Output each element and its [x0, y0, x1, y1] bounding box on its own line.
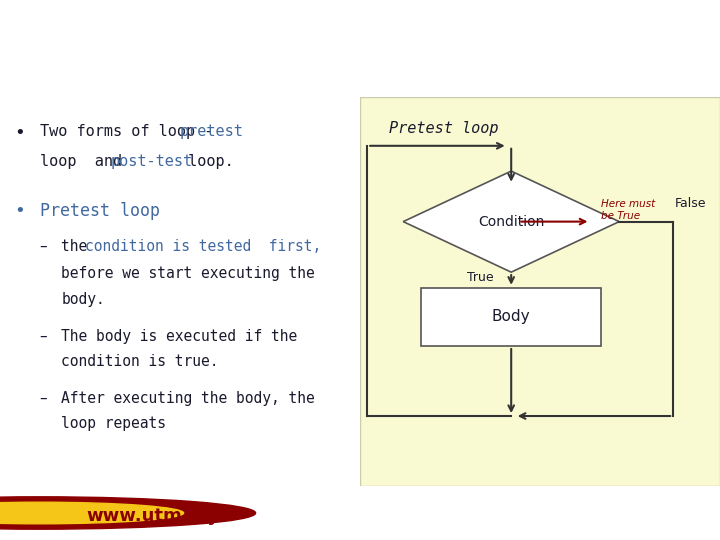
Text: Body: Body	[492, 309, 531, 325]
Text: body.: body.	[61, 292, 105, 307]
Text: before we start executing the: before we start executing the	[61, 266, 315, 281]
Text: loop repeats: loop repeats	[61, 416, 166, 431]
Text: condition is tested  first,: condition is tested first,	[85, 239, 321, 254]
Text: condition is true.: condition is true.	[61, 354, 219, 369]
Text: –: –	[40, 328, 48, 343]
Text: pretest: pretest	[180, 124, 244, 139]
Text: Condition: Condition	[478, 214, 544, 228]
Text: Pretest loop: Pretest loop	[40, 202, 160, 220]
Text: False: False	[675, 197, 706, 210]
Text: loop.: loop.	[179, 153, 234, 168]
Text: Two forms of loop -: Two forms of loop -	[40, 124, 222, 139]
Text: loop  and: loop and	[40, 153, 131, 168]
Text: The body is executed if the: The body is executed if the	[61, 328, 297, 343]
FancyBboxPatch shape	[421, 288, 601, 346]
Text: •: •	[14, 202, 25, 220]
Text: post-test: post-test	[110, 153, 192, 168]
Polygon shape	[403, 171, 619, 272]
Circle shape	[0, 502, 184, 524]
Text: Here must
be True: Here must be True	[601, 199, 655, 221]
Text: Types of loop: Types of loop	[14, 31, 279, 66]
Text: –: –	[40, 239, 48, 254]
Text: •: •	[14, 124, 25, 143]
Circle shape	[0, 497, 256, 529]
Text: Pretest loop: Pretest loop	[389, 120, 498, 136]
Text: True: True	[467, 272, 493, 285]
Text: –: –	[40, 391, 48, 406]
Text: After executing the body, the: After executing the body, the	[61, 391, 315, 406]
Text: the: the	[61, 239, 96, 254]
Text: www.utm.my: www.utm.my	[86, 507, 220, 525]
FancyBboxPatch shape	[360, 97, 720, 486]
